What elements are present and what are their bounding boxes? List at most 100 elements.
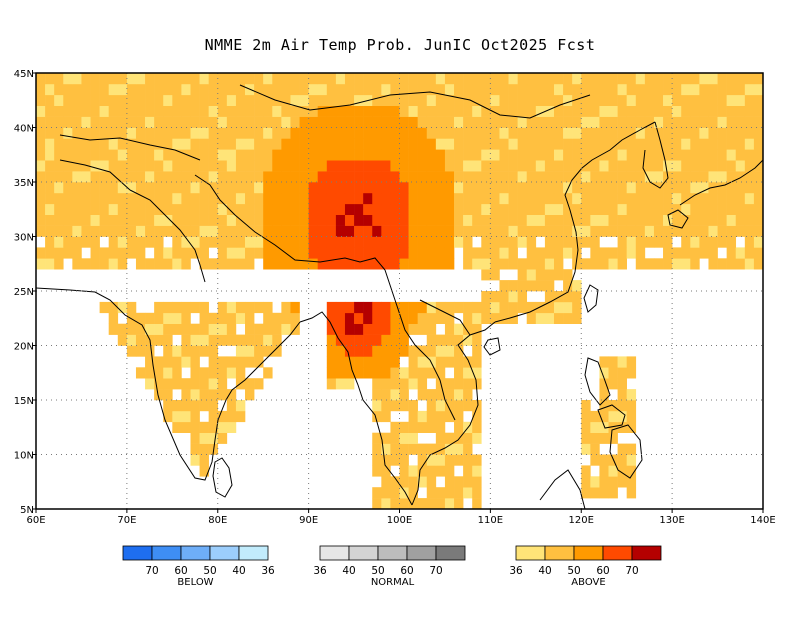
prob-cell bbox=[135, 345, 146, 357]
prob-cell bbox=[681, 83, 691, 96]
prob-cell bbox=[108, 192, 119, 205]
prob-cell bbox=[535, 269, 546, 281]
prob-cell bbox=[199, 465, 209, 477]
prob-cell bbox=[463, 203, 473, 215]
prob-cell bbox=[363, 116, 373, 128]
prob-cell bbox=[281, 160, 291, 172]
prob-cell bbox=[199, 247, 209, 259]
prob-cell bbox=[363, 160, 373, 172]
prob-cell bbox=[617, 236, 627, 248]
legend-above-swatch-0 bbox=[515, 545, 546, 561]
prob-cell bbox=[317, 73, 328, 85]
prob-cell bbox=[563, 269, 573, 281]
prob-cell bbox=[490, 225, 500, 237]
prob-cell bbox=[72, 116, 82, 128]
prob-cell bbox=[45, 225, 55, 237]
prob-cell bbox=[572, 280, 582, 292]
prob-cell bbox=[272, 127, 282, 139]
prob-cell bbox=[608, 138, 618, 150]
prob-cell bbox=[590, 247, 600, 259]
prob-cell bbox=[726, 83, 737, 96]
prob-cell bbox=[399, 367, 409, 379]
prob-cell bbox=[463, 83, 473, 96]
prob-cell bbox=[263, 105, 273, 117]
prob-cell bbox=[508, 291, 518, 303]
prob-cell bbox=[408, 421, 418, 433]
prob-cell bbox=[426, 487, 437, 499]
prob-cell bbox=[172, 323, 182, 335]
prob-cell bbox=[681, 214, 691, 226]
prob-cell bbox=[290, 312, 300, 324]
prob-cell bbox=[708, 138, 718, 150]
prob-cell bbox=[399, 203, 409, 215]
prob-cell bbox=[344, 116, 355, 128]
prob-cell bbox=[36, 127, 46, 139]
prob-cell bbox=[753, 192, 763, 205]
prob-cell bbox=[36, 116, 46, 128]
prob-cell bbox=[354, 323, 364, 335]
prob-cell bbox=[472, 105, 482, 117]
prob-cell bbox=[481, 192, 491, 205]
prob-cell bbox=[508, 149, 518, 161]
prob-cell bbox=[326, 225, 337, 237]
prob-cell bbox=[444, 182, 455, 194]
prob-cell bbox=[508, 214, 518, 226]
prob-cell bbox=[481, 73, 491, 85]
prob-cell bbox=[590, 94, 600, 106]
prob-cell bbox=[226, 116, 237, 128]
prob-cell bbox=[735, 94, 746, 106]
prob-cell bbox=[572, 225, 582, 237]
prob-cell bbox=[54, 105, 64, 117]
prob-cell bbox=[408, 116, 418, 128]
prob-cell bbox=[172, 83, 182, 96]
prob-cell bbox=[454, 127, 464, 139]
prob-cell bbox=[108, 138, 119, 150]
prob-cell bbox=[245, 149, 255, 161]
prob-cell bbox=[590, 83, 600, 96]
prob-cell bbox=[681, 94, 691, 106]
prob-cell bbox=[381, 367, 391, 379]
prob-cell bbox=[81, 116, 91, 128]
lon-label-90E: 90E bbox=[299, 515, 318, 526]
probability-cells bbox=[36, 73, 763, 509]
prob-cell bbox=[699, 182, 709, 194]
prob-cell bbox=[390, 225, 400, 237]
prob-cell bbox=[472, 410, 482, 423]
prob-cell bbox=[199, 312, 209, 324]
prob-cell bbox=[735, 247, 746, 259]
prob-cell bbox=[526, 116, 537, 128]
prob-cell bbox=[463, 312, 473, 324]
prob-cell bbox=[608, 94, 618, 106]
prob-cell bbox=[390, 367, 400, 379]
prob-cell bbox=[117, 258, 128, 270]
prob-cell bbox=[672, 247, 682, 259]
prob-cell bbox=[454, 171, 464, 183]
prob-cell bbox=[472, 171, 482, 183]
prob-cell bbox=[426, 94, 437, 106]
prob-cell bbox=[426, 225, 437, 237]
prob-cell bbox=[617, 149, 627, 161]
prob-cell bbox=[199, 116, 209, 128]
prob-cell bbox=[726, 160, 737, 172]
prob-cell bbox=[581, 410, 591, 423]
prob-cell bbox=[245, 105, 255, 117]
prob-cell bbox=[199, 83, 209, 96]
prob-cell bbox=[608, 203, 618, 215]
prob-cell bbox=[444, 127, 455, 139]
prob-cell bbox=[444, 498, 455, 509]
prob-cell bbox=[717, 192, 727, 205]
prob-cell bbox=[553, 116, 564, 128]
prob-cell bbox=[617, 356, 627, 368]
prob-cell bbox=[535, 192, 546, 205]
prob-cell bbox=[272, 171, 282, 183]
prob-cell bbox=[372, 356, 382, 368]
prob-cell bbox=[590, 203, 600, 215]
prob-cell bbox=[544, 192, 555, 205]
prob-cell bbox=[753, 127, 763, 139]
prob-cell bbox=[690, 236, 700, 248]
prob-cell bbox=[435, 73, 446, 85]
prob-cell bbox=[535, 83, 546, 96]
coast-luzon bbox=[584, 357, 611, 406]
prob-cell bbox=[408, 214, 418, 226]
prob-cell bbox=[299, 73, 309, 85]
